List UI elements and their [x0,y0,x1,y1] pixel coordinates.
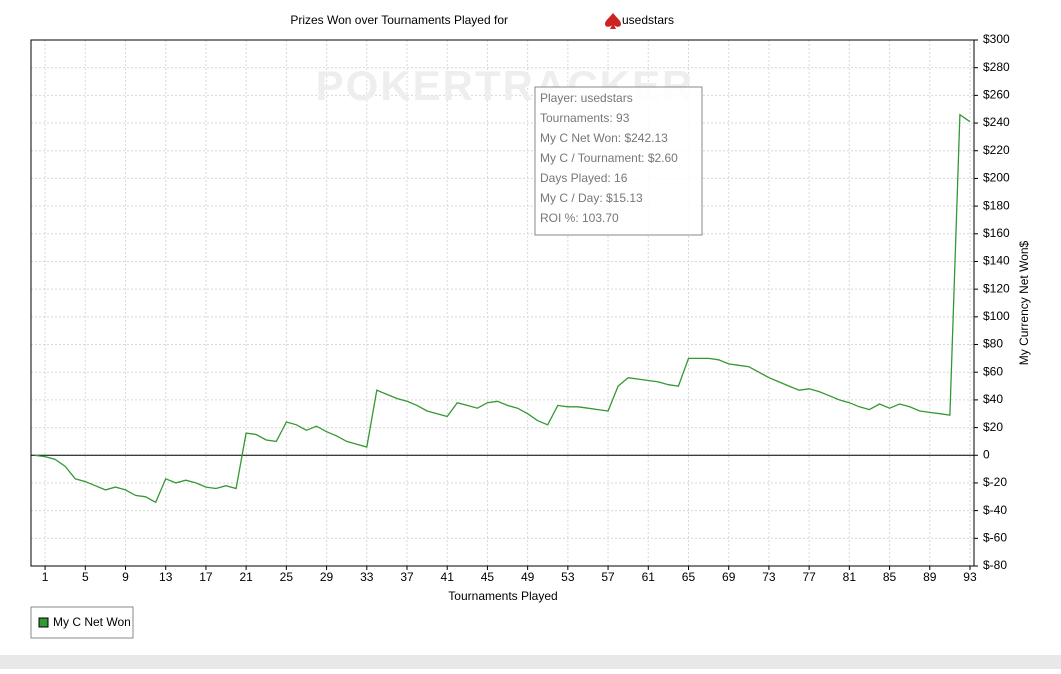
x-tick-label: 1 [42,570,49,584]
status-strip [0,655,1061,669]
x-tick-label: 77 [802,570,816,584]
y-tick-label: $-60 [983,530,1007,544]
tooltip-line: My C / Tournament: $2.60 [540,151,678,165]
x-tick-label: 5 [82,570,89,584]
y-tick-label: $-40 [983,503,1007,517]
tooltip-line: Days Played: 16 [540,171,628,185]
y-tick-label: $140 [983,254,1010,268]
x-tick-label: 61 [642,570,656,584]
x-tick-label: 81 [843,570,857,584]
x-tick-label: 29 [320,570,334,584]
tooltip-line: My C / Day: $15.13 [540,191,643,205]
y-axis-label: My Currency Net Won$ [1017,240,1031,365]
y-tick-label: $240 [983,115,1010,129]
x-tick-label: 17 [199,570,213,584]
x-tick-label: 85 [883,570,897,584]
x-tick-label: 69 [722,570,736,584]
x-axis-label: Tournaments Played [448,589,557,603]
x-tick-label: 25 [280,570,294,584]
y-tick-label: $20 [983,420,1003,434]
y-tick-label: $280 [983,60,1010,74]
legend-label: My C Net Won [53,615,131,629]
spade-icon [605,13,621,29]
chart-title: Prizes Won over Tournaments Played for [290,13,508,27]
x-tick-label: 65 [682,570,696,584]
y-tick-label: $200 [983,171,1010,185]
tooltip-line: My C Net Won: $242.13 [540,131,668,145]
x-tick-label: 45 [481,570,495,584]
x-tick-label: 21 [239,570,253,584]
y-tick-label: $160 [983,226,1010,240]
y-tick-label: $180 [983,198,1010,212]
y-tick-label: $80 [983,337,1003,351]
y-tick-label: $120 [983,281,1010,295]
tooltip-line: ROI %: 103.70 [540,211,619,225]
y-tick-label: $300 [983,32,1010,46]
x-tick-label: 53 [561,570,575,584]
x-tick-label: 49 [521,570,535,584]
x-tick-label: 37 [400,570,414,584]
x-tick-label: 73 [762,570,776,584]
y-tick-label: $40 [983,392,1003,406]
plot-border [30,39,975,567]
tooltip-box [534,86,703,236]
x-tick-label: 33 [360,570,374,584]
legend-swatch [38,617,49,628]
y-tick-label: $60 [983,364,1003,378]
x-tick-label: 93 [963,570,977,584]
y-tick-label: 0 [983,447,990,461]
y-tick-label: $220 [983,143,1010,157]
y-tick-label: $100 [983,309,1010,323]
data-line [34,113,971,504]
x-tick-label: 57 [601,570,615,584]
y-tick-label: $-20 [983,475,1007,489]
x-tick-label: 13 [159,570,173,584]
player-name: usedstars [622,13,674,27]
y-tick-label: $260 [983,88,1010,102]
x-tick-label: 89 [923,570,937,584]
tooltip: Player: usedstars Tournaments: 93 My C Net… [534,86,703,236]
grid [31,39,974,567]
tooltip-line: Player: usedstars [540,91,633,105]
legend: My C Net Won [30,606,134,639]
tooltip-line: Tournaments: 93 [540,111,630,125]
x-tick-label: 41 [441,570,455,584]
y-tick-label: $-80 [983,558,1007,572]
x-tick-label: 9 [122,570,129,584]
